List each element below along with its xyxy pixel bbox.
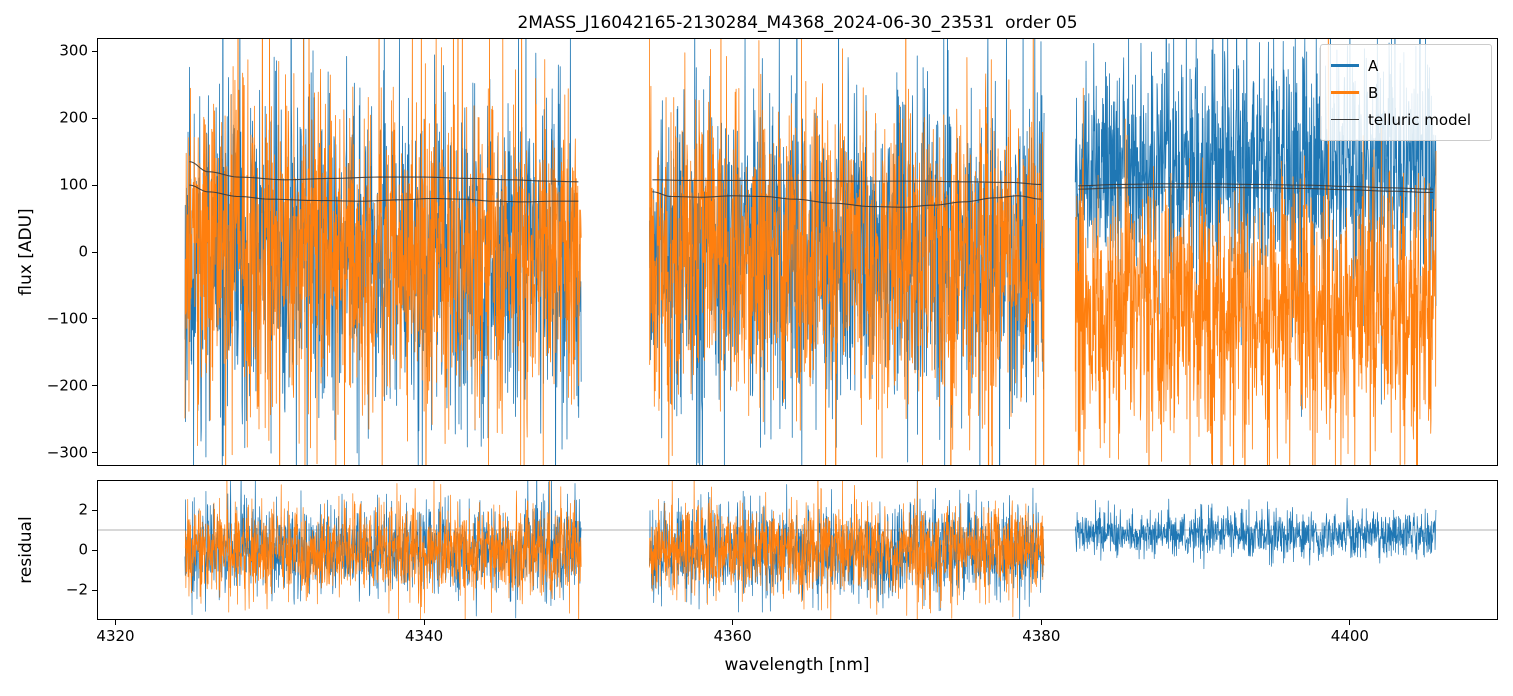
x-tick-label: 4400 (1330, 627, 1369, 645)
legend-entry-a: A (1331, 52, 1481, 79)
legend-label-b: B (1368, 83, 1379, 102)
x-tick-label: 4380 (1022, 627, 1061, 645)
y-tick-mark (92, 251, 97, 253)
y-tick-mark (92, 184, 97, 186)
y-tick-label: −100 (46, 309, 88, 328)
x-tick-mark (1040, 620, 1042, 625)
y-tick-label: 100 (59, 175, 88, 194)
residual-axis-label: residual (16, 516, 36, 584)
y-tick-mark (92, 385, 97, 387)
legend-label-telluric-model: telluric model (1368, 110, 1472, 129)
residual-plot-canvas (97, 480, 1498, 620)
y-tick-mark (92, 549, 97, 551)
y-tick-label: 200 (59, 108, 88, 127)
x-tick-mark (423, 620, 425, 625)
legend-line-swatch-b (1331, 91, 1359, 94)
y-tick-label: 0 (78, 540, 88, 559)
y-tick-mark (92, 509, 97, 511)
chart-title: 2MASS_J16042165-2130284_M4368_2024-06-30… (517, 13, 1078, 33)
legend-label-a: A (1368, 56, 1379, 75)
flux-plot-canvas (97, 38, 1498, 466)
x-tick-label: 4340 (405, 627, 444, 645)
y-tick-label: −2 (65, 580, 88, 599)
wavelength-axis-label: wavelength [nm] (724, 655, 870, 675)
legend-entry-b: B (1331, 79, 1481, 106)
y-tick-mark (92, 318, 97, 320)
x-tick-label: 4360 (713, 627, 752, 645)
x-tick-mark (732, 620, 734, 625)
legend-line-swatch-a (1331, 64, 1359, 67)
legend: A B telluric model (1320, 44, 1492, 141)
y-tick-mark (92, 589, 97, 591)
x-tick-mark (115, 620, 116, 625)
y-tick-label: 2 (78, 500, 88, 519)
legend-entry-telluric-model: telluric model (1331, 106, 1481, 133)
y-tick-mark (92, 117, 97, 119)
y-tick-mark (92, 50, 97, 52)
x-tick-mark (1349, 620, 1351, 625)
y-tick-label: 300 (59, 41, 88, 60)
y-tick-mark (92, 452, 97, 454)
flux-axis-label: flux [ADU] (16, 208, 36, 296)
y-tick-label: −200 (46, 376, 88, 395)
y-tick-label: 0 (78, 242, 88, 261)
x-tick-label: 4320 (96, 627, 135, 645)
y-tick-label: −300 (46, 443, 88, 462)
legend-line-swatch-telluric (1331, 118, 1359, 121)
